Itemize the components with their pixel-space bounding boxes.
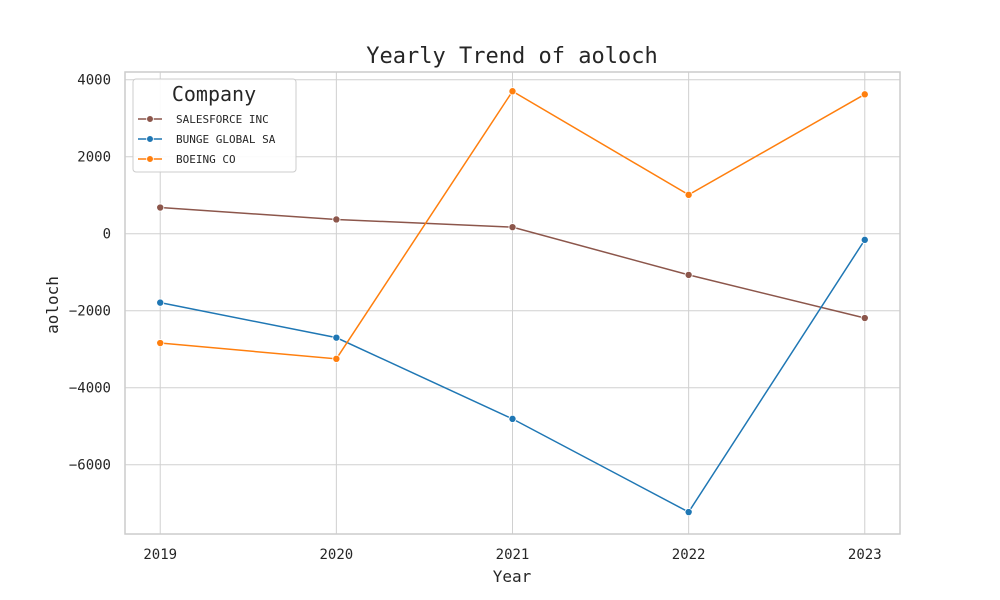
- legend-label: SALESFORCE INC: [176, 113, 269, 126]
- data-point: [332, 215, 341, 224]
- y-tick-label: −6000: [69, 458, 111, 474]
- legend-marker: [146, 155, 154, 163]
- data-point: [860, 314, 869, 323]
- legend-marker: [146, 135, 154, 143]
- data-point: [684, 270, 693, 279]
- legend-title: Company: [172, 82, 256, 106]
- data-point: [508, 414, 517, 423]
- series-1: [156, 235, 869, 517]
- data-point: [332, 333, 341, 342]
- data-point: [332, 354, 341, 363]
- x-tick-label: 2020: [320, 547, 354, 563]
- data-point: [508, 223, 517, 232]
- x-tick-label: 2022: [672, 547, 706, 563]
- data-point: [684, 190, 693, 199]
- legend-box: [132, 78, 297, 173]
- y-tick-label: −4000: [69, 381, 111, 397]
- data-point: [508, 87, 517, 96]
- legend-label: BUNGE GLOBAL SA: [176, 133, 276, 146]
- x-tick-label: 2019: [143, 547, 177, 563]
- y-tick-label: −2000: [69, 304, 111, 320]
- tick-labels: 2019 2020 2021 2022 2023 4000 2000 0 −2000 −4000 −…: [69, 73, 882, 563]
- data-point: [156, 339, 165, 348]
- legend-label: BOEING CO: [176, 153, 236, 166]
- chart-title: Yearly Trend of aoloch: [366, 44, 657, 69]
- x-tick-label: 2021: [496, 547, 530, 563]
- y-axis-label: aoloch: [43, 276, 62, 334]
- data-point: [156, 298, 165, 307]
- data-point: [156, 203, 165, 212]
- series-0: [156, 203, 869, 323]
- x-tick-label: 2023: [848, 547, 882, 563]
- data-point: [684, 508, 693, 517]
- data-point: [860, 90, 869, 99]
- series-layer: [156, 87, 869, 517]
- x-axis-label: Year: [493, 567, 532, 586]
- plot-frame: [124, 71, 901, 535]
- y-tick-label: 2000: [77, 150, 111, 166]
- legend: Company SALESFORCE INC BUNGE GLOBAL SA BOEI…: [132, 78, 297, 173]
- y-tick-label: 4000: [77, 73, 111, 89]
- y-tick-label: 0: [103, 227, 111, 243]
- legend-marker: [146, 115, 154, 123]
- data-point: [860, 235, 869, 244]
- series-2: [156, 87, 869, 363]
